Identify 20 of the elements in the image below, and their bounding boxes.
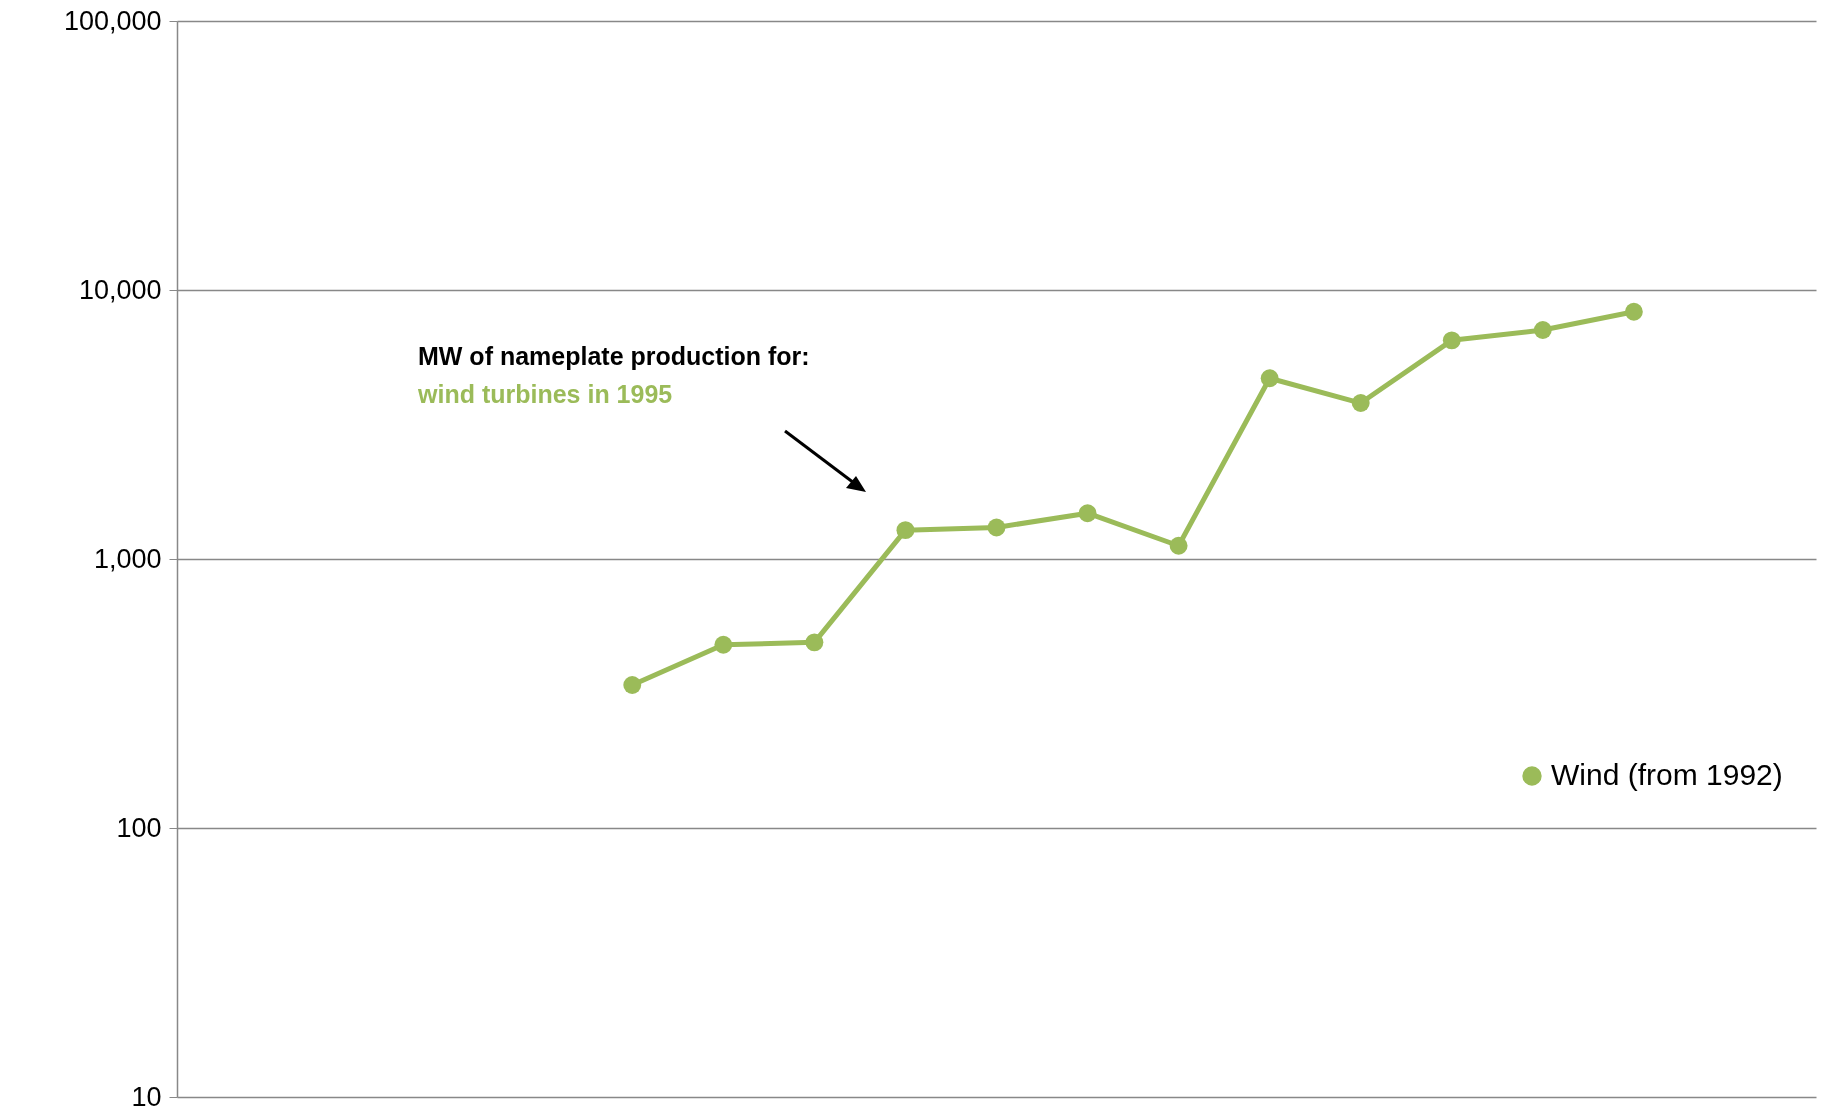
point (1442, 331, 1461, 350)
point (714, 635, 733, 654)
point (1624, 302, 1643, 321)
point (1533, 321, 1552, 339)
y-tick-label: 10,000 (78, 274, 162, 305)
y-tick-label: 10 (131, 1081, 162, 1112)
y-tick-label: 100,000 (63, 5, 162, 36)
y-tick-label: 1,000 (93, 543, 162, 574)
legend-label: Wind (from 1992) (1551, 758, 1783, 791)
annotation: MW of nameplate production for: (418, 342, 810, 370)
point (1078, 504, 1097, 523)
annotation: wind turbines in 1995 (417, 380, 673, 408)
point (896, 521, 915, 540)
point (987, 518, 1006, 537)
point (1260, 369, 1279, 388)
point (1351, 394, 1370, 412)
point (805, 633, 824, 652)
y-tick-label: 100 (116, 812, 162, 843)
point (623, 676, 642, 694)
point (1169, 536, 1188, 555)
